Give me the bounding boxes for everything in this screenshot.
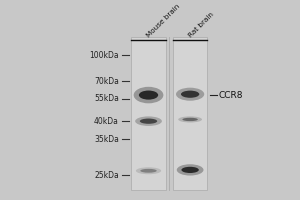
Ellipse shape [135, 116, 162, 126]
Text: 100kDa: 100kDa [89, 51, 119, 60]
Bar [131, 37, 166, 190]
Text: 40kDa: 40kDa [94, 117, 119, 126]
Ellipse shape [178, 116, 202, 122]
Ellipse shape [140, 119, 157, 124]
Ellipse shape [182, 167, 199, 173]
Ellipse shape [136, 167, 161, 174]
Ellipse shape [134, 87, 164, 103]
Text: CCR8: CCR8 [218, 91, 243, 100]
Ellipse shape [177, 164, 203, 176]
Ellipse shape [139, 91, 158, 100]
Ellipse shape [140, 169, 157, 173]
Ellipse shape [176, 88, 204, 101]
Text: Mouse brain: Mouse brain [146, 3, 181, 39]
Text: 70kDa: 70kDa [94, 77, 119, 86]
Text: Rat brain: Rat brain [187, 11, 214, 39]
Bar [173, 37, 207, 190]
Text: 55kDa: 55kDa [94, 94, 119, 103]
Ellipse shape [181, 91, 199, 98]
Ellipse shape [182, 118, 198, 121]
Text: 25kDa: 25kDa [94, 171, 119, 180]
Text: 35kDa: 35kDa [94, 135, 119, 144]
